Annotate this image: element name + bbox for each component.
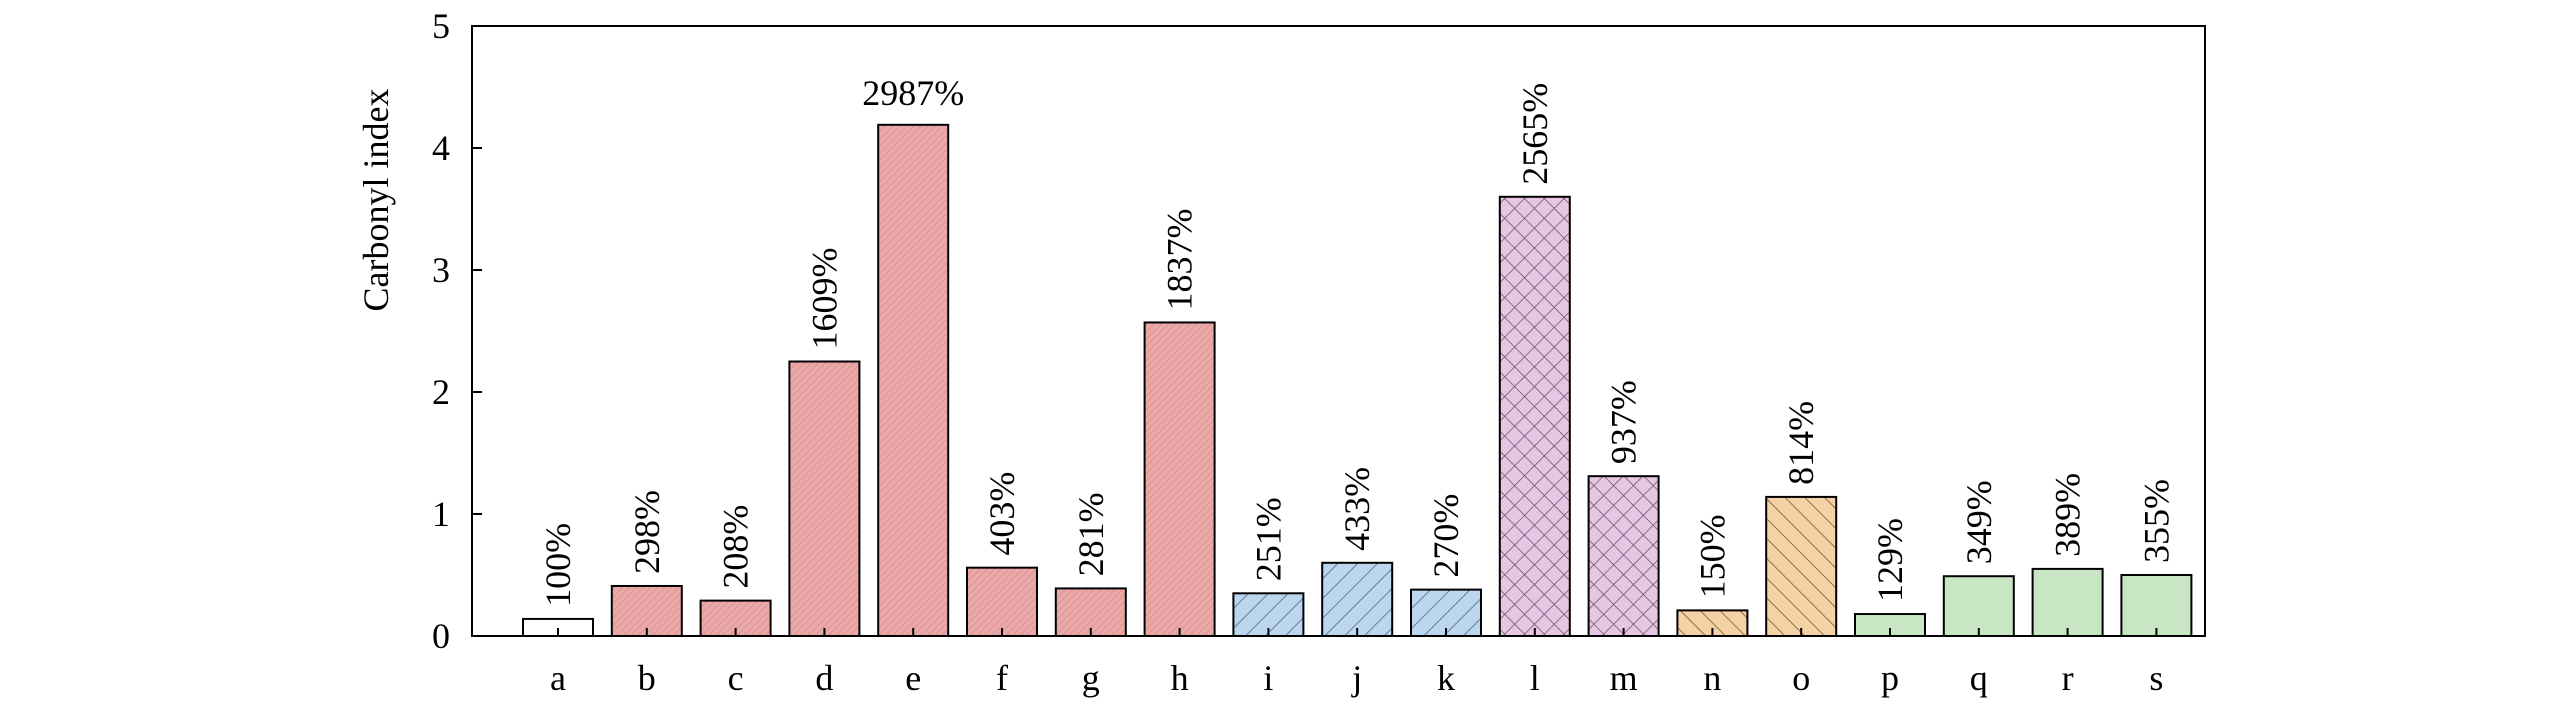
bars-group bbox=[522, 123, 2193, 638]
y-tick-label-3: 3 bbox=[432, 250, 450, 290]
x-tick-label-m: m bbox=[1610, 658, 1638, 698]
bar-label-e: 2987% bbox=[862, 73, 964, 113]
x-tick-label-k: k bbox=[1437, 658, 1455, 698]
x-tick-label-s: s bbox=[2149, 658, 2163, 698]
bar-o bbox=[1765, 495, 1838, 638]
x-tick-label-d: d bbox=[815, 658, 833, 698]
bar-label-r: 389% bbox=[2048, 473, 2088, 557]
bar-labels-group: 100% 298% 208% 1609% 2987% 403% 281% 1837% 251% 4… bbox=[538, 73, 2176, 607]
x-tick-label-n: n bbox=[1703, 658, 1721, 698]
x-tick-label-c: c bbox=[728, 658, 744, 698]
y-tick-label-2: 2 bbox=[432, 372, 450, 412]
bar-label-f: 403% bbox=[982, 472, 1022, 556]
bar-label-n: 150% bbox=[1692, 514, 1732, 598]
x-tick-label-q: q bbox=[1970, 658, 1988, 698]
bar-label-q: 349% bbox=[1959, 480, 1999, 564]
x-tick-label-o: o bbox=[1792, 658, 1810, 698]
plot-frame bbox=[471, 25, 2206, 637]
bar-r bbox=[2031, 567, 2104, 638]
bar-label-s: 355% bbox=[2136, 479, 2176, 563]
bar-label-a: 100% bbox=[538, 523, 578, 607]
y-axis-label: Carbonyl index bbox=[356, 89, 396, 312]
bar-label-g: 281% bbox=[1071, 492, 1111, 576]
bar-label-o: 814% bbox=[1781, 401, 1821, 485]
x-tick-label-r: r bbox=[2062, 658, 2074, 698]
y-tick-label-5: 5 bbox=[432, 6, 450, 46]
bar-label-i: 251% bbox=[1248, 497, 1288, 581]
bar-label-j: 433% bbox=[1337, 467, 1377, 551]
x-tick-label-j: j bbox=[1350, 658, 1362, 698]
axes-group: a b c d e f g h i j k l m n o p q r s 0 1 2 3 4 5 bbox=[432, 6, 2206, 698]
bar-label-k: 270% bbox=[1426, 494, 1466, 578]
x-tick-label-g: g bbox=[1082, 658, 1100, 698]
x-tick-label-b: b bbox=[638, 658, 656, 698]
x-tick-label-e: e bbox=[905, 658, 921, 698]
bar-s bbox=[2120, 574, 2193, 637]
bar-e bbox=[877, 123, 950, 637]
bar-label-d: 1609% bbox=[804, 248, 844, 350]
bar-h bbox=[1143, 321, 1216, 637]
x-tick-label-a: a bbox=[550, 658, 566, 698]
x-tick-label-h: h bbox=[1171, 658, 1189, 698]
bar-label-p: 129% bbox=[1870, 518, 1910, 602]
bar-label-l: 2565% bbox=[1515, 83, 1555, 185]
bar-label-b: 298% bbox=[627, 490, 667, 574]
bar-q bbox=[1942, 575, 2015, 637]
bar-j bbox=[1321, 561, 1394, 637]
y-tick-label-4: 4 bbox=[432, 128, 450, 168]
x-tick-label-f: f bbox=[996, 658, 1008, 698]
bar-m bbox=[1587, 475, 1660, 637]
x-tick-label-p: p bbox=[1881, 658, 1899, 698]
bar-b bbox=[610, 584, 683, 637]
bar-f bbox=[966, 566, 1038, 637]
x-tick-label-i: i bbox=[1263, 658, 1273, 698]
y-tick-label-1: 1 bbox=[432, 494, 450, 534]
y-tick-label-0: 0 bbox=[432, 616, 450, 656]
bar-label-m: 937% bbox=[1604, 380, 1644, 464]
x-tick-label-l: l bbox=[1530, 658, 1540, 698]
bar-d bbox=[788, 360, 861, 637]
bar-l bbox=[1498, 195, 1571, 638]
bar-label-c: 208% bbox=[716, 505, 756, 589]
bar-label-h: 1837% bbox=[1160, 208, 1200, 310]
